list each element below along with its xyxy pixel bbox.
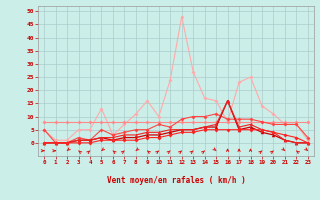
X-axis label: Vent moyen/en rafales ( km/h ): Vent moyen/en rafales ( km/h ) <box>107 176 245 185</box>
